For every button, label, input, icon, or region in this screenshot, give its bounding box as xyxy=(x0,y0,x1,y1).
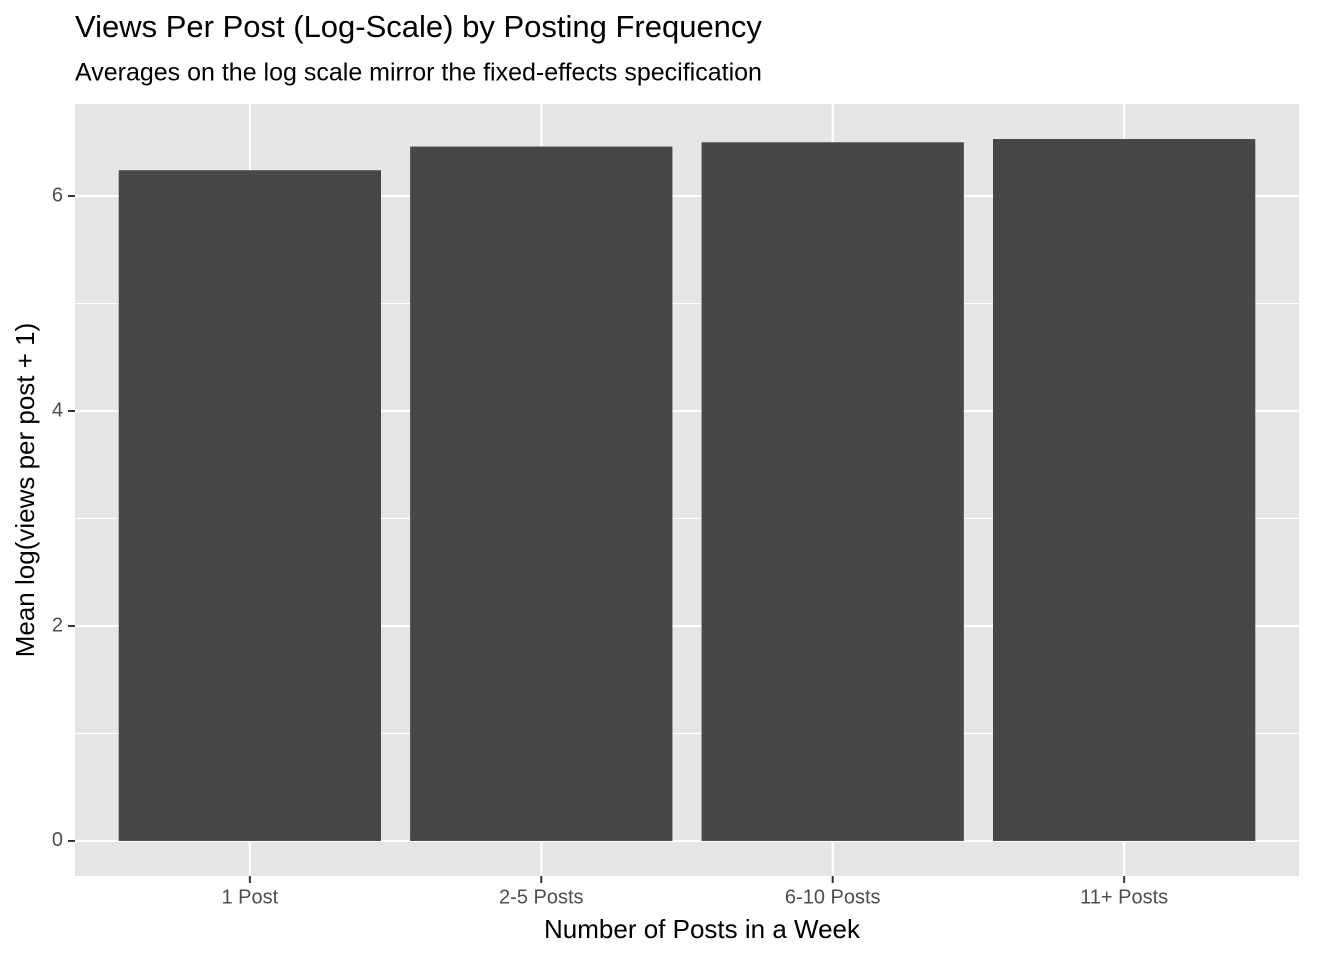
y-tick-label: 6 xyxy=(52,184,63,206)
bar xyxy=(410,146,673,841)
x-tick-label: 6-10 Posts xyxy=(785,886,881,908)
y-tick-label: 2 xyxy=(52,614,63,636)
chart-subtitle: Averages on the log scale mirror the fix… xyxy=(75,59,762,87)
x-axis-title: Number of Posts in a Week xyxy=(544,914,861,944)
x-tick-label: 2-5 Posts xyxy=(499,886,583,908)
y-axis-title: Mean log(views per post + 1) xyxy=(10,323,40,658)
bar xyxy=(701,142,964,841)
x-tick-label: 11+ Posts xyxy=(1080,886,1168,908)
y-tick-label: 0 xyxy=(52,829,63,851)
y-tick-label: 4 xyxy=(52,399,63,421)
chart-title: Views Per Post (Log-Scale) by Posting Fr… xyxy=(75,9,762,44)
x-tick-label: 1 Post xyxy=(222,886,279,908)
bar xyxy=(993,139,1256,841)
bar xyxy=(118,170,381,841)
